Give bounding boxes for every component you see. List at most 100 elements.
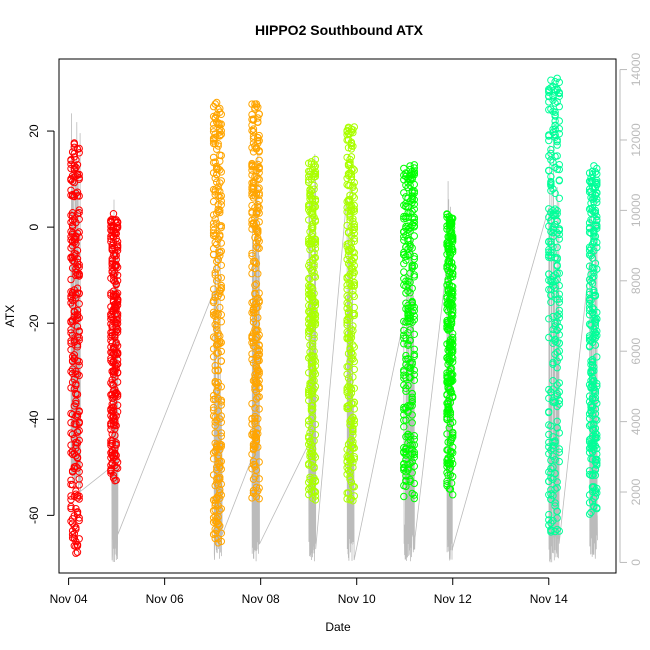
x-tick-label: Nov 04 [50,592,88,606]
data-point [553,364,561,372]
data-point [402,277,410,285]
data-point [248,183,256,191]
data-point [67,318,75,326]
data-point [585,334,594,342]
data-point [553,210,561,218]
data-point [555,290,563,298]
data-point [75,300,83,308]
data-point [551,253,559,262]
data-point [591,471,600,479]
data-point [549,278,557,286]
data-point [593,224,601,233]
data-point [449,329,457,338]
data-point [67,186,75,195]
data-point [255,495,263,503]
data-point [255,184,263,192]
data-point [547,182,555,190]
series-5 [305,155,320,504]
y-right-tick-label: 12000 [629,123,643,157]
data-point [585,499,594,507]
data-point [248,144,256,152]
data-point [249,475,258,483]
data-point [72,380,80,388]
data-point [547,456,555,465]
data-point [213,387,221,395]
data-point [402,318,410,326]
data-point [305,274,313,283]
data-point [251,289,259,297]
data-point [112,255,120,264]
data-point [588,176,597,185]
data-point [254,326,262,334]
data-point [547,528,555,536]
data-point [214,235,222,243]
data-point [255,289,263,297]
data-point [217,274,226,282]
data-point [408,187,416,195]
data-point [588,355,597,364]
data-point [217,418,226,426]
data-point [400,201,408,210]
data-point [402,351,410,360]
data-point [248,249,256,258]
data-point [402,476,410,484]
data-point [343,370,351,378]
data-point [213,474,221,483]
data-point [555,445,563,453]
background-line-path [70,113,598,563]
data-point [213,178,221,186]
data-point [70,252,79,260]
data-point [349,400,357,408]
data-point [590,238,598,246]
background-line-series [70,113,598,563]
y-axis-left: -60 -40 -20 0 20 [27,124,55,524]
data-point [553,152,561,160]
data-point [251,281,259,289]
data-point [547,149,555,158]
data-point [112,338,120,347]
data-point [447,230,456,238]
data-point [252,280,261,288]
data-point [410,215,418,224]
data-point [305,354,313,362]
data-point [402,289,410,297]
series-4 [248,100,263,503]
data-point [67,419,75,427]
series-2 [107,210,122,485]
data-point [551,133,559,142]
data-point [107,465,115,473]
data-point [551,319,559,328]
data-point [585,246,594,255]
data-point [73,209,82,218]
data-point [248,121,256,129]
data-point [311,394,320,402]
data-point [406,289,414,297]
data-point [410,218,418,227]
data-point [551,189,559,198]
data-point [213,98,221,107]
x-axis: Nov 04 Nov 06 Nov 08 Nov 10 Nov 12 Nov 14 [50,577,568,606]
data-point [213,466,221,474]
data-point [343,127,351,136]
data-point [545,285,553,294]
data-point [588,374,597,382]
data-point [217,357,226,365]
data-point [216,108,224,116]
data-point [113,408,122,416]
data-point [67,294,75,302]
data-point [444,277,452,286]
data-point [75,327,83,335]
data-point [347,170,356,178]
data-point [209,395,218,404]
data-point [344,239,353,248]
data-point [214,539,222,547]
data-point [547,298,555,306]
data-point [73,542,82,550]
data-point [255,175,263,184]
data-point [344,181,353,190]
y-tick-label: -60 [27,506,41,524]
data-point [112,223,120,232]
data-point [248,220,256,228]
data-point [307,414,316,422]
data-point [75,336,83,344]
